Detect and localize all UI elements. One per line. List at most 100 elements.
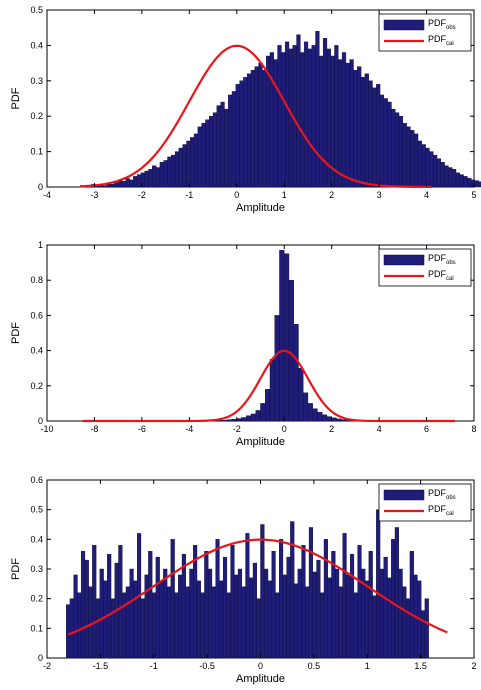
histogram-bar [239, 80, 244, 188]
histogram-bar [246, 415, 252, 422]
histogram-bar [391, 539, 396, 659]
histogram-bar [178, 574, 183, 659]
histogram-bar [346, 574, 351, 659]
histogram-bar [402, 586, 407, 659]
histogram-bar [372, 87, 377, 188]
histogram-bar [398, 568, 403, 659]
x-tick-label: 4 [377, 424, 382, 434]
histogram-bar [341, 52, 347, 188]
histogram-bar [241, 586, 246, 659]
y-tick-label: 0.1 [30, 147, 43, 157]
histogram-bar [196, 580, 201, 659]
histogram-bar [204, 551, 209, 659]
histogram-bar [308, 527, 314, 659]
histogram-bar [360, 77, 366, 188]
histogram-bar [144, 170, 149, 188]
histogram-bar [409, 551, 414, 659]
y-tick-label: 1 [38, 240, 43, 250]
y-tick-label: 0.2 [30, 111, 43, 121]
histogram-bar [376, 84, 381, 188]
legend-box [378, 13, 472, 52]
histogram-bar [92, 545, 97, 659]
histogram-bar [307, 403, 313, 422]
y-tick-label: 0.3 [30, 564, 43, 574]
histogram-bar [320, 592, 325, 659]
histogram-bar [444, 165, 449, 188]
histogram-bar [249, 577, 254, 659]
histogram-bar [215, 539, 220, 659]
y-tick-label: 0.8 [30, 275, 43, 285]
histogram-bar [125, 178, 130, 188]
histogram-bar [455, 172, 460, 188]
histogram-bar [349, 59, 354, 188]
histogram-bar [316, 559, 321, 659]
histogram-bar [66, 604, 71, 659]
histogram-bar [269, 359, 275, 422]
histogram-bar [258, 62, 263, 188]
histogram-bar [311, 45, 316, 188]
histogram-bar [290, 521, 295, 659]
histogram-bar [219, 580, 224, 659]
histogram-bar [323, 539, 328, 659]
histogram-bar [282, 574, 287, 659]
chart-3: -2 -1.5 -1 -0.5 0 0.5 1 1.5 2 0 0.1 0.2 0.3 0.4 0.5 0.6… [10, 475, 477, 685]
histogram-bar [474, 180, 479, 188]
histogram-bar [84, 559, 89, 659]
histogram-bar [319, 55, 324, 188]
legend-entry-subscript: cal [446, 511, 454, 517]
histogram-bar [273, 59, 278, 188]
histogram-bar [338, 59, 343, 188]
y-axis-label: PDF [10, 87, 22, 109]
histogram-bar [185, 586, 190, 659]
histogram-bar [201, 123, 206, 188]
legend-entry-subscript: cal [446, 276, 454, 282]
histogram-bar [190, 137, 195, 188]
legend-swatch-bar [383, 254, 425, 266]
histogram-bar [307, 48, 312, 188]
y-tick-label: 0.4 [30, 40, 43, 50]
x-tick-label: -6 [138, 424, 146, 434]
histogram-bar [440, 162, 445, 188]
histogram-bar [245, 533, 250, 659]
histogram-bar [252, 562, 257, 659]
histogram-bar [364, 73, 369, 188]
histogram-bar [331, 417, 337, 422]
histogram-bar [424, 598, 429, 659]
y-tick-label: 0.5 [30, 5, 43, 15]
x-tick-label: -1 [185, 190, 193, 200]
histogram-bar [234, 574, 239, 659]
histogram-bar [170, 539, 175, 659]
histogram-bar [193, 133, 199, 188]
x-tick-label: 6 [424, 424, 429, 434]
legend-entry-subscript: obs [446, 260, 456, 266]
x-tick-label: -3 [90, 190, 98, 200]
histogram-bar [224, 108, 229, 188]
histogram-bar [429, 151, 434, 188]
histogram-bar [182, 144, 187, 188]
legend-swatch-bar [383, 489, 425, 501]
bar-series-pdf-obs [212, 250, 356, 422]
histogram-bar [216, 105, 221, 188]
x-tick-label: -0.5 [199, 661, 215, 671]
histogram-bar [110, 183, 115, 188]
histogram-bar [207, 568, 213, 659]
histogram-bar [211, 586, 216, 659]
histogram-bar [167, 156, 172, 188]
histogram-bar [69, 598, 74, 659]
histogram-bar [114, 182, 119, 188]
histogram-bar [99, 568, 104, 659]
histogram-bar [193, 545, 198, 659]
histogram-bar [129, 179, 134, 188]
histogram-bar [260, 524, 265, 659]
y-tick-label: 0 [38, 416, 43, 426]
histogram-bar [277, 45, 282, 188]
histogram-bar [406, 126, 411, 188]
x-tick-label: 2 [471, 661, 476, 671]
histogram-bar [77, 592, 82, 659]
fit-curve-pdf-cal [80, 44, 432, 189]
histogram-bar [181, 553, 186, 659]
x-tick-label: 3 [377, 190, 382, 200]
histogram-bar [159, 580, 164, 659]
